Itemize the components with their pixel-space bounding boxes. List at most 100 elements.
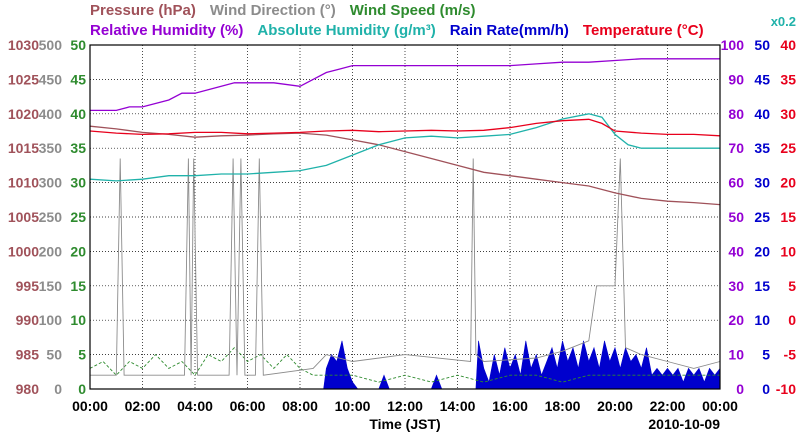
tick-label-wind-direction: 50 xyxy=(46,347,62,363)
legend-temperature: Temperature (°C) xyxy=(583,22,704,39)
tick-label-wind-direction: 150 xyxy=(39,278,63,294)
tick-label-pressure: 1015 xyxy=(8,140,39,156)
tick-label-temperature: 15 xyxy=(780,209,796,225)
x-tick-label: 18:00 xyxy=(545,398,581,414)
legend-wind-direction: Wind Direction (°) xyxy=(210,2,336,19)
tick-label-rain-rate: 35 xyxy=(754,140,770,156)
tick-label-relative-humidity: 90 xyxy=(728,71,744,87)
tick-label-wind-speed: 20 xyxy=(70,243,86,259)
x-tick-label: 00:00 xyxy=(72,398,108,414)
tick-label-temperature: 5 xyxy=(788,278,796,294)
x-tick-label: 10:00 xyxy=(335,398,371,414)
x-tick-label: 20:00 xyxy=(597,398,633,414)
tick-label-relative-humidity: 70 xyxy=(728,140,744,156)
tick-label-temperature: 10 xyxy=(780,243,796,259)
legend-relative-humidity: Relative Humidity (%) xyxy=(90,22,243,39)
series-relative-humidity-line xyxy=(90,58,720,112)
x-tick-label: 00:00 xyxy=(702,398,738,414)
tick-label-rain-rate: 50 xyxy=(754,37,770,53)
legend-rain-rate: Rain Rate(mm/h) xyxy=(450,22,569,39)
tick-label-wind-direction: 350 xyxy=(39,140,63,156)
tick-label-wind-direction: 450 xyxy=(39,71,63,87)
tick-label-temperature: 40 xyxy=(780,37,796,53)
tick-label-wind-speed: 40 xyxy=(70,106,86,122)
tick-label-wind-speed: 30 xyxy=(70,175,86,191)
tick-label-temperature: 20 xyxy=(780,175,796,191)
tick-label-pressure: 1000 xyxy=(8,243,39,259)
series-wind-speed-line xyxy=(89,347,720,383)
x-tick-label: 06:00 xyxy=(230,398,266,414)
tick-label-relative-humidity: 20 xyxy=(728,312,744,328)
tick-label-wind-direction: 250 xyxy=(39,209,63,225)
tick-label-rain-rate: 25 xyxy=(754,209,770,225)
tick-label-relative-humidity: 80 xyxy=(728,106,744,122)
x-tick-label: 02:00 xyxy=(125,398,161,414)
tick-label-pressure: 995 xyxy=(16,278,40,294)
date-label: 2010-10-09 xyxy=(648,416,720,432)
tick-label-pressure: 1025 xyxy=(8,71,39,87)
tick-label-pressure: 1010 xyxy=(8,175,39,191)
tick-label-relative-humidity: 100 xyxy=(721,37,745,53)
tick-label-wind-direction: 300 xyxy=(39,175,63,191)
series-temperature-line xyxy=(89,118,721,137)
tick-label-wind-speed: 15 xyxy=(70,278,86,294)
series-pressure-line xyxy=(89,125,721,206)
tick-label-pressure: 1005 xyxy=(8,209,39,225)
tick-label-wind-speed: 35 xyxy=(70,140,86,156)
axes-layer: 1030102510201015101010051000995990985980… xyxy=(8,37,796,432)
tick-label-wind-direction: 100 xyxy=(39,312,63,328)
tick-label-wind-direction: 400 xyxy=(39,106,63,122)
tick-label-pressure: 985 xyxy=(16,347,40,363)
tick-label-relative-humidity: 50 xyxy=(728,209,744,225)
tick-label-wind-speed: 10 xyxy=(70,312,86,328)
tick-label-relative-humidity: 10 xyxy=(728,347,744,363)
tick-label-relative-humidity: 30 xyxy=(728,278,744,294)
tick-label-rain-rate: 20 xyxy=(754,243,770,259)
tick-label-pressure: 980 xyxy=(16,381,40,397)
tick-label-wind-speed: 45 xyxy=(70,71,86,87)
tick-label-pressure: 1030 xyxy=(8,37,39,53)
x-tick-label: 16:00 xyxy=(492,398,528,414)
tick-label-wind-speed: 25 xyxy=(70,209,86,225)
tick-label-pressure: 990 xyxy=(16,312,40,328)
x-axis-title: Time (JST) xyxy=(369,416,440,432)
tick-label-pressure: 1020 xyxy=(8,106,39,122)
tick-label-relative-humidity: 40 xyxy=(728,243,744,259)
tick-label-wind-speed: 50 xyxy=(70,37,86,53)
tick-label-wind-direction: 200 xyxy=(39,243,63,259)
tick-label-temperature: 35 xyxy=(780,71,796,87)
tick-label-rain-rate: 45 xyxy=(754,71,770,87)
series-rain-rate-area xyxy=(90,340,721,390)
tick-label-relative-humidity: 0 xyxy=(736,381,744,397)
tick-label-relative-humidity: 60 xyxy=(728,175,744,191)
series-absolute-humidity-line xyxy=(89,113,720,182)
series-layer xyxy=(89,58,721,390)
series-wind-direction-line xyxy=(90,158,721,376)
tick-label-rain-rate: 10 xyxy=(754,312,770,328)
tick-label-rain-rate: 0 xyxy=(762,381,770,397)
x-tick-label: 04:00 xyxy=(177,398,213,414)
x-tick-label: 12:00 xyxy=(387,398,423,414)
x-tick-label: 22:00 xyxy=(650,398,686,414)
legend: Pressure (hPa) Wind Direction (°) Wind Spe… xyxy=(90,2,796,39)
legend-wind-speed: Wind Speed (m/s) xyxy=(350,2,476,19)
tick-label-temperature: -10 xyxy=(776,381,796,397)
tick-label-wind-speed: 0 xyxy=(78,381,86,397)
tick-label-wind-direction: 500 xyxy=(39,37,63,53)
tick-label-rain-rate: 40 xyxy=(754,106,770,122)
tick-label-temperature: -5 xyxy=(784,347,797,363)
tick-label-temperature: 0 xyxy=(788,312,796,328)
legend-absolute-humidity: Absolute Humidity (g/m³) xyxy=(257,22,435,39)
x-tick-label: 14:00 xyxy=(440,398,476,414)
tick-label-wind-direction: 0 xyxy=(54,381,62,397)
tick-label-rain-rate: 30 xyxy=(754,175,770,191)
tick-label-temperature: 25 xyxy=(780,140,796,156)
tick-label-temperature: 30 xyxy=(780,106,796,122)
tick-label-wind-speed: 5 xyxy=(78,347,86,363)
scale-note: x0.2 xyxy=(771,14,796,29)
legend-pressure: Pressure (hPa) xyxy=(90,2,196,19)
x-tick-label: 08:00 xyxy=(282,398,318,414)
tick-label-rain-rate: 15 xyxy=(754,278,770,294)
plot-frame xyxy=(89,44,721,390)
